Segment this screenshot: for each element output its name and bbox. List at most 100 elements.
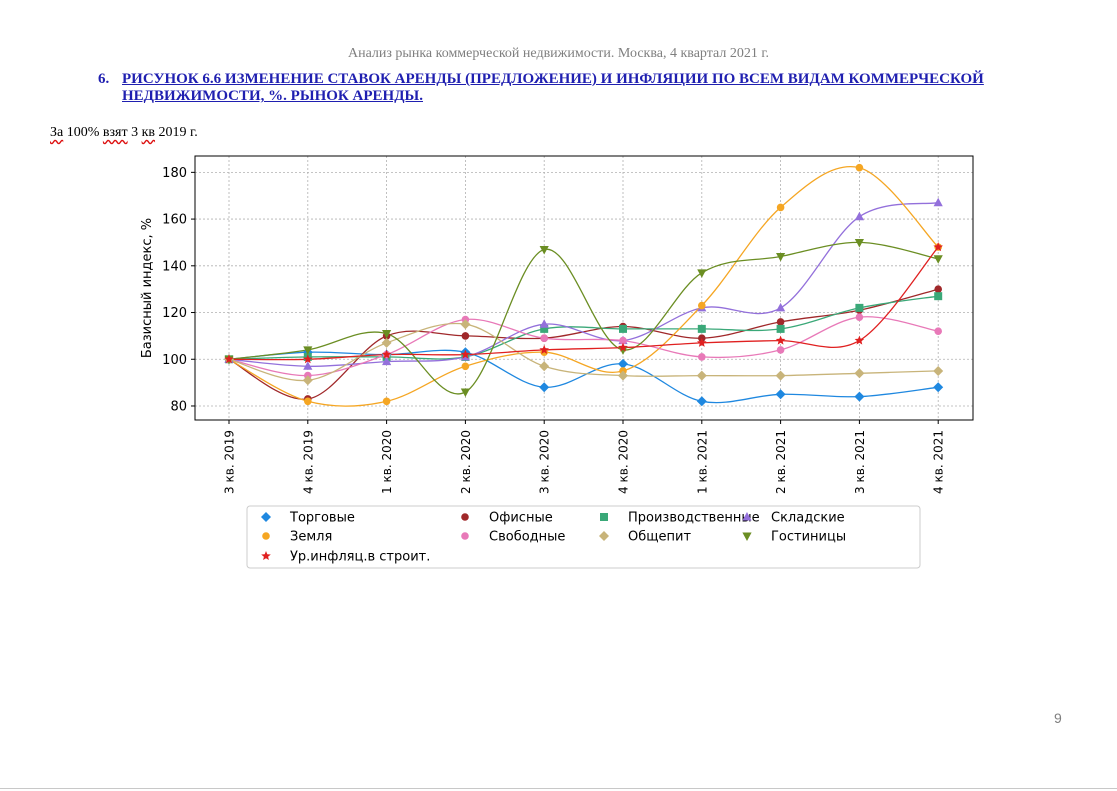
series-lines (228, 165, 939, 407)
series-line (228, 288, 939, 400)
legend-marker (742, 532, 752, 541)
legend-label: Общепит (628, 530, 691, 545)
legend-marker (599, 531, 609, 541)
data-point (697, 269, 707, 278)
legend-label: Складские (771, 511, 845, 526)
y-tick-label: 80 (170, 399, 187, 414)
x-tick-label: 3 кв. 2021 (853, 430, 867, 494)
series-line (228, 316, 939, 377)
data-point (461, 332, 470, 340)
x-tick-label: 4 кв. 2019 (301, 430, 315, 494)
line-chart: 3 кв. 2019 4 кв. 2019 1 кв. 2020 2 кв. 2020… (140, 155, 974, 569)
data-point (696, 396, 707, 407)
data-point (460, 319, 471, 330)
legend-label: Свободные (489, 530, 565, 545)
legend-label: Ур.инфляц.в строит. (290, 550, 430, 565)
data-point (776, 324, 785, 333)
data-point (854, 335, 865, 345)
y-tick-label: 100 (162, 353, 187, 368)
legend-marker (461, 513, 469, 521)
base-period-note: За 100% взят 3 кв 2019 г. (50, 125, 198, 141)
data-point (854, 368, 865, 379)
data-point (696, 370, 707, 381)
series-line (228, 295, 939, 360)
data-point (776, 302, 786, 312)
legend: Торговые Офисные Производственные Складские… (246, 505, 921, 569)
legend-marker (261, 551, 271, 560)
legend-marker (461, 532, 469, 540)
x-tick-label: 1 кв. 2020 (380, 430, 394, 494)
note-word: взят (102, 125, 128, 140)
data-point (933, 242, 943, 252)
series-line (228, 202, 939, 367)
data-point (382, 397, 391, 406)
y-tick-label: 140 (162, 259, 187, 274)
x-tick-label: 1 кв. 2021 (695, 430, 709, 494)
data-point (381, 337, 392, 348)
data-point (776, 203, 785, 212)
data-point (933, 365, 944, 376)
document-header: Анализ рынка коммерческой недвижимости. … (347, 46, 770, 61)
data-point (619, 324, 627, 333)
data-point (698, 353, 706, 361)
data-point (539, 382, 550, 393)
data-point (539, 245, 549, 255)
note-word: кв (141, 125, 156, 140)
data-point (934, 292, 943, 301)
legend-label: Производственные (628, 511, 760, 526)
data-point (618, 342, 628, 352)
figure-title-link[interactable]: РИСУНОК 6.6 ИЗМЕНЕНИЕ СТАВОК АРЕНДЫ (ПРЕ… (122, 71, 984, 104)
data-point (934, 327, 942, 336)
data-point (540, 324, 549, 333)
data-point (539, 344, 549, 354)
page-number: 9 (1054, 710, 1062, 726)
data-point (855, 303, 864, 312)
legend-label: Торговые (289, 511, 355, 526)
series-line (228, 165, 939, 407)
figure-heading: 6. РИСУНОК 6.6 ИЗМЕНЕНИЕ СТАВОК АРЕНДЫ (… (98, 71, 1058, 105)
series-line (228, 322, 939, 382)
data-point (776, 318, 785, 326)
data-point (697, 324, 706, 333)
data-point (619, 336, 627, 345)
legend-marker (261, 512, 271, 522)
legend-label: Земля (290, 530, 332, 545)
data-point (855, 313, 864, 322)
legend-marker (600, 513, 608, 521)
data-point (540, 334, 548, 343)
data-point (933, 255, 943, 264)
page-bottom-rule (0, 788, 1117, 789)
data-point (304, 397, 312, 406)
data-point (854, 238, 864, 248)
data-point (618, 370, 628, 381)
x-tick-label: 2 кв. 2021 (774, 430, 788, 494)
legend-frame (246, 505, 921, 569)
note-word: 100% (66, 125, 100, 140)
data-point (933, 382, 944, 393)
series-line (228, 241, 939, 395)
data-point (776, 346, 785, 354)
x-tick-label: 2 кв. 2020 (459, 430, 473, 494)
data-point (539, 319, 549, 328)
plot-frame (194, 155, 974, 421)
legend-marker (742, 512, 752, 521)
data-point (382, 356, 392, 366)
data-point (854, 211, 864, 221)
data-point (933, 197, 943, 207)
data-point (460, 388, 470, 397)
data-point (934, 285, 942, 293)
data-point (382, 330, 392, 339)
series-markers (224, 163, 944, 407)
data-point (775, 389, 786, 400)
series-line (228, 246, 939, 361)
x-tick-label: 4 кв. 2020 (617, 430, 631, 494)
data-point (618, 346, 628, 355)
data-point (224, 354, 234, 364)
data-point (776, 252, 786, 262)
data-point (303, 346, 313, 355)
data-point (302, 375, 313, 386)
data-point (775, 370, 786, 381)
legend-marker (262, 532, 270, 540)
data-point (854, 391, 865, 402)
y-tick-label: 120 (162, 306, 187, 321)
